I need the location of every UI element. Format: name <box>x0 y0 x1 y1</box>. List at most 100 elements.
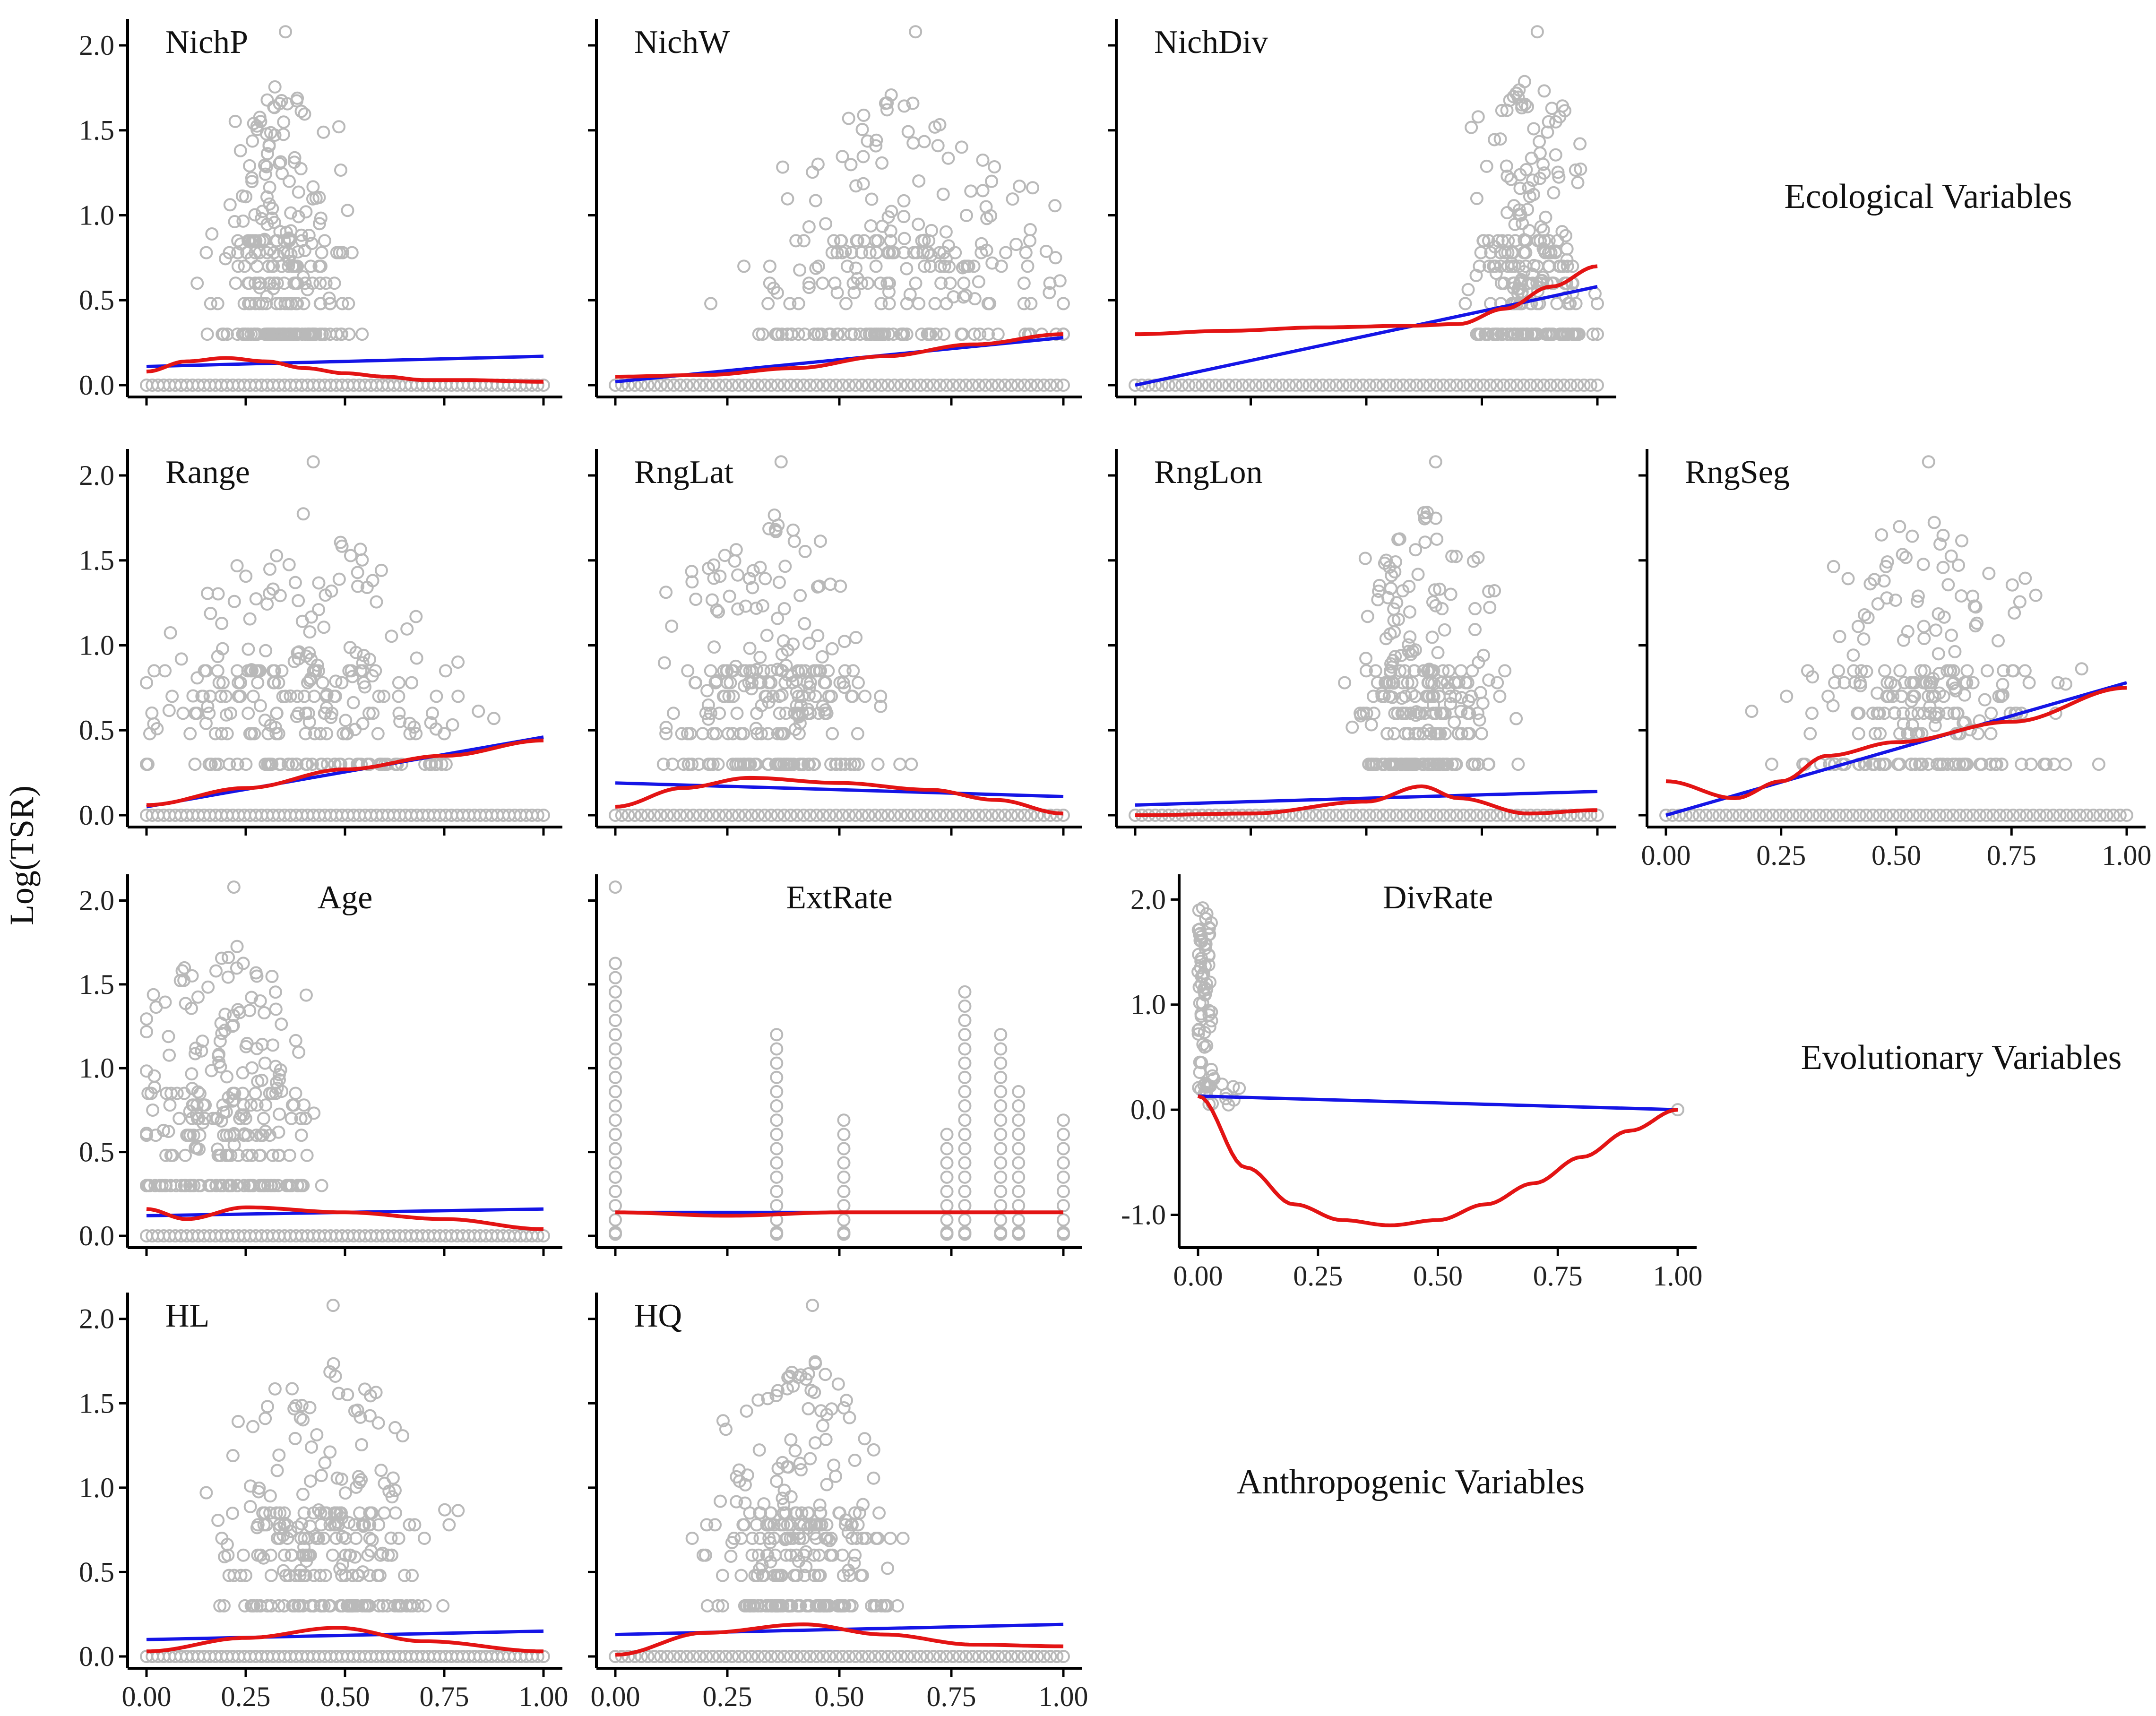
data-point <box>839 297 853 310</box>
data-point <box>305 1440 319 1454</box>
data-point <box>719 1650 733 1663</box>
data-point <box>1468 602 1482 615</box>
data-point <box>982 328 995 341</box>
data-point <box>380 1599 394 1613</box>
data-point <box>341 204 354 217</box>
data-point <box>240 1036 254 1050</box>
data-point <box>312 190 326 204</box>
data-point <box>657 656 671 670</box>
data-point <box>298 243 311 257</box>
data-point <box>818 1599 832 1613</box>
data-point <box>776 1456 789 1469</box>
data-point <box>964 184 978 198</box>
data-point <box>761 297 775 310</box>
data-point <box>1256 379 1269 392</box>
data-point <box>233 144 247 157</box>
data-point <box>1948 645 1962 658</box>
linear-fit-line-divrate <box>1198 1094 1678 1112</box>
data-point <box>234 676 248 690</box>
data-point <box>785 328 798 341</box>
data-point <box>1428 583 1441 597</box>
data-point <box>706 379 720 392</box>
data-point <box>1375 758 1389 771</box>
points-nichw <box>609 25 1070 392</box>
data-point <box>763 259 776 273</box>
data-point <box>836 809 849 822</box>
data-point <box>2013 809 2027 822</box>
data-point <box>2080 809 2094 822</box>
data-point <box>211 1049 225 1063</box>
data-point <box>1402 645 1415 658</box>
data-point <box>871 758 885 771</box>
data-point <box>1199 941 1212 955</box>
data-point <box>917 135 931 148</box>
data-point <box>245 171 259 185</box>
data-point <box>699 707 713 720</box>
data-point <box>1488 259 1501 273</box>
data-point <box>621 1650 635 1663</box>
data-point <box>406 1599 420 1613</box>
data-point <box>837 1184 851 1198</box>
data-point <box>1202 928 1216 941</box>
data-point <box>933 246 947 259</box>
data-point <box>1418 512 1432 526</box>
data-point <box>667 809 681 822</box>
data-point <box>810 1532 823 1545</box>
data-point <box>994 1142 1008 1155</box>
data-point <box>1860 664 1873 678</box>
data-point <box>1438 707 1452 720</box>
data-point <box>260 290 274 303</box>
data-point <box>953 379 966 392</box>
data-point <box>1057 1650 1070 1663</box>
data-point <box>1296 379 1310 392</box>
data-point <box>313 1569 327 1582</box>
data-point <box>361 758 374 771</box>
data-point <box>277 115 291 129</box>
data-point <box>178 1148 192 1162</box>
data-point <box>269 1087 283 1100</box>
data-point <box>1549 246 1562 259</box>
data-point <box>1933 537 1947 551</box>
data-point <box>1444 587 1457 601</box>
data-point <box>1928 719 1942 733</box>
data-point <box>762 758 776 771</box>
data-point <box>771 727 785 741</box>
data-point <box>1017 276 1031 290</box>
data-point <box>693 1650 707 1663</box>
data-point <box>263 181 276 194</box>
data-point <box>229 276 242 290</box>
data-point <box>940 1199 954 1213</box>
data-point <box>783 297 797 310</box>
data-point <box>2093 809 2107 822</box>
data-point <box>258 714 272 727</box>
data-point <box>816 1419 829 1432</box>
data-point <box>1563 297 1577 310</box>
data-point <box>647 809 661 822</box>
data-point <box>219 1148 233 1162</box>
data-point <box>1422 676 1436 690</box>
data-point <box>1435 602 1449 616</box>
data-point <box>378 1506 391 1520</box>
data-point <box>246 690 260 703</box>
data-point <box>1518 75 1531 88</box>
data-point <box>1866 707 1880 720</box>
panel-title-nichdiv: NichDiv <box>1154 24 1268 60</box>
data-point <box>251 676 265 690</box>
data-point <box>317 125 330 139</box>
data-point <box>1449 758 1463 771</box>
data-point <box>719 809 733 822</box>
data-point <box>958 1014 972 1027</box>
data-point <box>276 128 290 141</box>
data-point <box>838 758 852 771</box>
data-point <box>328 690 342 703</box>
data-point <box>162 1125 175 1138</box>
data-point <box>609 1184 622 1198</box>
data-point <box>236 214 250 228</box>
data-point <box>1412 727 1425 741</box>
data-point <box>1523 190 1536 203</box>
data-point <box>189 1047 202 1061</box>
data-point <box>1984 707 1998 720</box>
data-point <box>260 190 274 204</box>
data-point <box>958 1128 972 1141</box>
points-rnglon <box>1129 455 1604 822</box>
